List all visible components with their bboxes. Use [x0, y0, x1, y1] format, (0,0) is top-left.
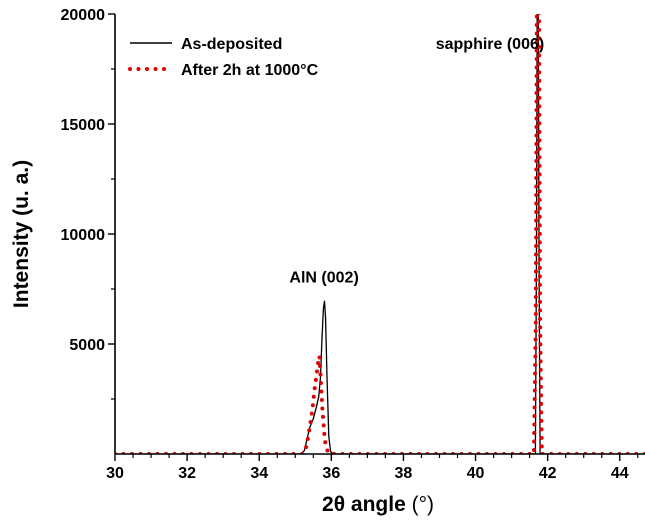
x-tick-label: 32: [178, 465, 196, 482]
x-tick-label: 38: [395, 465, 413, 482]
x-tick-label: 40: [467, 465, 485, 482]
x-tick-label: 34: [250, 465, 268, 482]
series-line-0: [115, 14, 645, 454]
y-tick-label: 10000: [61, 227, 106, 244]
y-axis-title: Intensity (u. a.): [10, 160, 33, 308]
peak-label-0: AlN (002): [289, 269, 358, 286]
x-axis-title-unit: (°): [406, 493, 434, 516]
x-axis-title-main: 2θ angle: [322, 493, 406, 516]
annotations: AlN (002) sapphire (006): [289, 36, 544, 286]
x-tick-label: 30: [106, 465, 124, 482]
series-group: [115, 14, 645, 454]
legend-label-after-anneal: After 2h at 1000°C: [181, 62, 319, 79]
x-tick-label: 36: [322, 465, 340, 482]
peak-label-1: sapphire (006): [436, 36, 544, 53]
plot-area: [115, 14, 645, 454]
y-tick-label: 5000: [69, 337, 105, 354]
x-tick-label: 44: [611, 465, 629, 482]
axes: 30 32 34 36 38 40 42 44 5000 10000 15000 20000: [61, 7, 645, 482]
series-line-1: [115, 14, 645, 454]
y-tick-label: 15000: [61, 117, 106, 134]
y-tick-label: 20000: [61, 7, 106, 24]
x-axis-title: 2θ angle (°): [322, 493, 434, 516]
x-tick-label: 42: [539, 465, 557, 482]
legend: As-deposited After 2h at 1000°C: [128, 36, 319, 79]
legend-label-as-deposited: As-deposited: [181, 36, 282, 53]
